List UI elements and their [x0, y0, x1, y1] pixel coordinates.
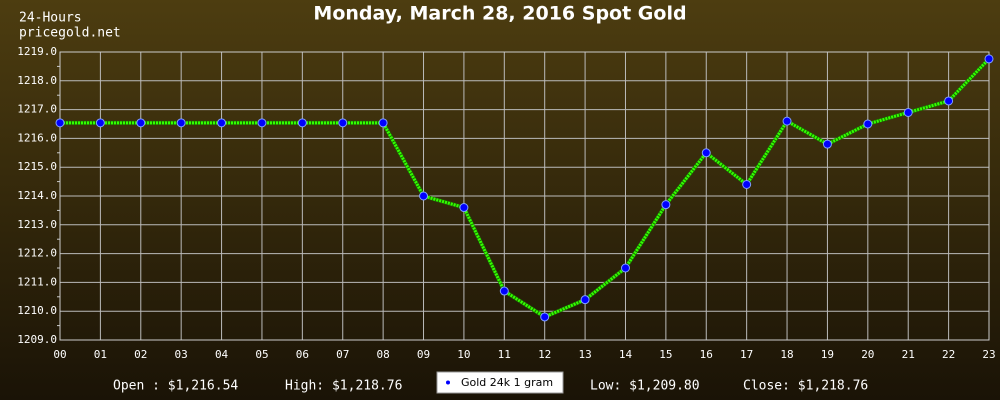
x-tick-label: 20 [861, 348, 874, 361]
marker [661, 200, 671, 210]
y-tick-label: 1209.0 [17, 333, 57, 346]
marker [620, 263, 630, 273]
marker [419, 191, 429, 201]
legend-label: Gold 24k 1 gram [461, 376, 553, 389]
y-tick-label: 1218.0 [17, 74, 57, 87]
summary-text: High: $1,218.76 [285, 379, 402, 394]
marker [822, 139, 832, 149]
marker [217, 118, 227, 128]
x-tick-label: 04 [215, 348, 229, 361]
marker [136, 118, 146, 128]
marker [378, 118, 388, 128]
marker [257, 118, 267, 128]
plot-frame [59, 51, 990, 341]
x-tick-label: 13 [578, 348, 591, 361]
x-tick-label: 09 [417, 348, 430, 361]
annotation: 24-Hours [19, 11, 82, 26]
x-tick-label: 01 [94, 348, 107, 361]
y-tick-label: 1214.0 [17, 189, 57, 202]
summary-text: Open : $1,216.54 [113, 379, 238, 394]
x-tick-label: 18 [780, 348, 793, 361]
x-tick-label: 06 [296, 348, 309, 361]
marker [580, 295, 590, 305]
marker [55, 118, 65, 128]
marker [944, 96, 954, 106]
x-tick-label: 22 [942, 348, 955, 361]
x-tick-label: 02 [134, 348, 147, 361]
x-tick-label: 21 [902, 348, 915, 361]
marker [782, 116, 792, 126]
x-tick-label: 14 [619, 348, 633, 361]
chart-title: Monday, March 28, 2016 Spot Gold [313, 3, 686, 25]
x-tick-label: 03 [175, 348, 188, 361]
x-tick-label: 00 [53, 348, 66, 361]
x-tick-label: 08 [377, 348, 390, 361]
x-tick-label: 23 [982, 348, 995, 361]
marker [984, 54, 994, 64]
marker [863, 119, 873, 129]
marker [338, 118, 348, 128]
marker [701, 148, 711, 158]
annotation: pricegold.net [19, 26, 121, 41]
x-tick-label: 07 [336, 348, 349, 361]
marker [499, 286, 509, 296]
marker [903, 107, 913, 117]
y-tick-label: 1211.0 [17, 275, 57, 288]
y-tick-label: 1215.0 [17, 160, 57, 173]
line [60, 57, 991, 319]
marker [297, 118, 307, 128]
y-tick-label: 1216.0 [17, 131, 57, 144]
legend-marker [446, 380, 450, 385]
marker [540, 312, 550, 322]
x-tick-label: 12 [538, 348, 551, 361]
y-tick-label: 1219.0 [17, 45, 57, 58]
summary-text: Low: $1,209.80 [590, 379, 700, 394]
marker [742, 179, 752, 189]
y-tick-label: 1212.0 [17, 247, 57, 260]
x-tick-label: 17 [740, 348, 753, 361]
marker [95, 118, 105, 128]
x-tick-label: 19 [821, 348, 834, 361]
marker [459, 203, 469, 213]
y-tick-label: 1217.0 [17, 103, 57, 116]
legend-box [436, 371, 564, 394]
x-tick-label: 05 [255, 348, 268, 361]
x-tick-label: 16 [700, 348, 713, 361]
y-tick-label: 1213.0 [17, 218, 57, 231]
x-tick-label: 11 [498, 348, 511, 361]
summary-text: Close: $1,218.76 [743, 379, 868, 394]
marker [176, 118, 186, 128]
x-tick-label: 15 [659, 348, 672, 361]
x-tick-label: 10 [457, 348, 470, 361]
y-tick-label: 1210.0 [17, 304, 57, 317]
